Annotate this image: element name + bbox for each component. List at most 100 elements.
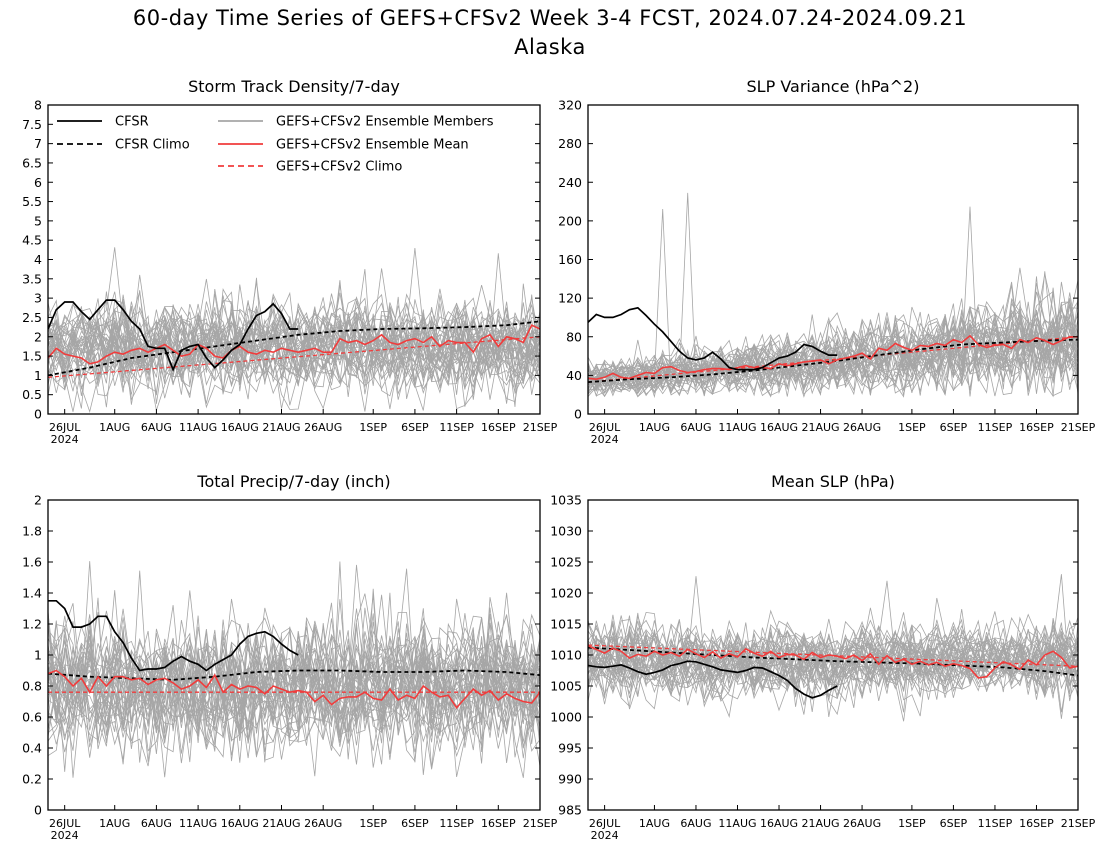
ensemble-member-line: [48, 329, 540, 412]
ensemble-mean-line: [48, 324, 540, 365]
cfsr-line: [588, 660, 838, 699]
y-tick-label: 990: [558, 772, 582, 787]
x-tick-label: 16AUG: [221, 817, 259, 830]
y-tick-label: 1025: [550, 555, 582, 570]
y-tick-label: 120: [558, 291, 582, 306]
x-tick-label: 1SEP: [898, 817, 926, 830]
x-tick-label: 21AUG: [801, 421, 839, 434]
ensemble-member-line: [588, 623, 1078, 700]
legend-cfsr-climo-label: CFSR Climo: [115, 138, 190, 153]
x-tick-label: 16SEP: [481, 421, 516, 434]
x-tick-label: 6SEP: [940, 421, 968, 434]
ensemble-member-line: [588, 302, 1078, 397]
ensemble-member-line: [48, 615, 540, 760]
figure-subtitle: Alaska: [514, 35, 586, 59]
panel-title: Mean SLP (hPa): [771, 472, 895, 491]
y-tick-label: 1030: [550, 524, 582, 539]
x-tick-label: 6AUG: [680, 817, 711, 830]
ensemble-mean-line: [588, 644, 1078, 679]
y-tick-label: 7: [34, 136, 42, 151]
x-tick-label: 1SEP: [359, 421, 387, 434]
y-tick-label: 6: [34, 175, 42, 190]
y-tick-label: 0: [34, 803, 42, 818]
y-tick-label: 1010: [550, 648, 582, 663]
y-tick-label: 995: [558, 741, 582, 756]
y-tick-label: 8: [34, 98, 42, 113]
ensemble-mean-line: [588, 334, 1078, 381]
panel-1: Storm Track Density/7-day 0 0.5 1 1.5 2 2.5 3 3.…: [22, 77, 558, 446]
ensemble-members: [48, 561, 540, 778]
x-tick-label: 6AUG: [680, 421, 711, 434]
y-tick-label: 1.8: [22, 524, 42, 539]
y-tick-label: 5: [34, 213, 42, 228]
y-tick-label: 0.8: [22, 679, 42, 694]
ensemble-member-line: [588, 280, 1078, 398]
plot-area: [48, 247, 540, 414]
x-tick-label: 6SEP: [401, 817, 429, 830]
ensemble-member-line: [588, 609, 1078, 707]
y-tick-label: 0: [574, 407, 582, 422]
x-tick-label: 11SEP: [978, 421, 1013, 434]
x-tick-label: 6AUG: [141, 421, 172, 434]
y-tick-label: 280: [558, 136, 582, 151]
y-tick-label: 1.6: [22, 555, 42, 570]
plot-area: [588, 192, 1078, 399]
y-tick-label: 0.4: [22, 741, 42, 756]
y-tick-label: 985: [558, 803, 582, 818]
ensemble-member-line: [48, 598, 540, 772]
plot-area: [588, 574, 1078, 722]
cfsr-climo-line: [48, 320, 540, 377]
y-tick-label: 1.2: [22, 617, 42, 632]
ensemble-member-line: [588, 305, 1078, 395]
x-tick-label: 6SEP: [940, 817, 968, 830]
x-tick-label: 11SEP: [439, 817, 474, 830]
x-tick-label: 26AUG: [304, 817, 342, 830]
legend-members-label: GEFS+CFSv2 Ensemble Members: [276, 115, 494, 130]
y-tick-label: 1.5: [22, 349, 42, 364]
x-tick-label: 26JUL: [49, 817, 81, 830]
ensemble-member-line: [588, 625, 1078, 719]
cfsr-line: [48, 299, 299, 372]
x-tick-label: 11AUG: [179, 421, 217, 434]
ensemble-member-line: [48, 283, 540, 407]
y-tick-label: 1035: [550, 493, 582, 508]
y-tick-label: 6.5: [22, 155, 42, 170]
y-tick-label: 40: [566, 368, 582, 383]
ensemble-member-line: [588, 616, 1078, 700]
ensemble-member-line: [48, 613, 540, 746]
y-tick-label: 1000: [550, 710, 582, 725]
ensemble-member-line: [48, 608, 540, 732]
x-tick-label: 26AUG: [843, 817, 881, 830]
x-tick-label: 21AUG: [801, 817, 839, 830]
y-tick-label: 1.4: [22, 586, 42, 601]
x-year-label: 2024: [51, 829, 79, 842]
y-tick-label: 0.6: [22, 710, 42, 725]
x-tick-label: 1AUG: [639, 817, 670, 830]
ensemble-member-line: [48, 617, 540, 747]
panel-2: SLP Variance (hPa^2) 0 40 80 120 160 200 240 280…: [558, 77, 1096, 446]
x-tick-label: 21AUG: [262, 421, 300, 434]
x-tick-label: 16SEP: [481, 817, 516, 830]
ensemble-member-line: [48, 309, 540, 386]
ensemble-member-line: [48, 621, 540, 743]
x-tick-label: 16AUG: [760, 421, 798, 434]
x-tick-label: 21SEP: [523, 421, 558, 434]
ensemble-climo-line: [48, 336, 540, 378]
ensemble-climo-line: [588, 336, 1078, 383]
ensemble-member-line: [48, 296, 540, 397]
ensemble-member-line: [48, 287, 540, 396]
y-tick-label: 1: [34, 648, 42, 663]
y-tick-label: 1015: [550, 617, 582, 632]
x-year-label: 2024: [51, 433, 79, 446]
y-tick-label: 2.5: [22, 310, 42, 325]
x-tick-label: 11AUG: [179, 817, 217, 830]
x-tick-label: 1AUG: [99, 817, 130, 830]
x-tick-label: 26AUG: [843, 421, 881, 434]
figure-title: 60-day Time Series of GEFS+CFSv2 Week 3-…: [0, 4, 1100, 62]
y-tick-label: 0: [34, 407, 42, 422]
x-tick-label: 21SEP: [523, 817, 558, 830]
x-tick-label: 26JUL: [49, 421, 81, 434]
x-tick-label: 6AUG: [141, 817, 172, 830]
x-tick-label: 1SEP: [898, 421, 926, 434]
ensemble-mean-line: [48, 669, 540, 710]
